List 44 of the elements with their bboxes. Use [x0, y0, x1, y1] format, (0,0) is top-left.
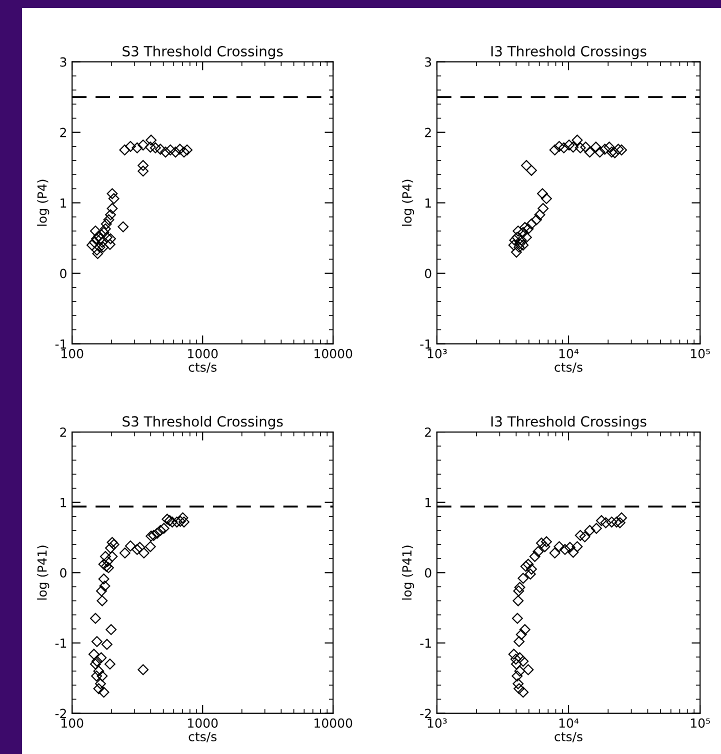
- y-tick-label: -2: [420, 708, 431, 718]
- x-tick-label: 100: [62, 718, 84, 728]
- y-tick-label: 2: [425, 128, 431, 138]
- y-axis-title: log (P41): [37, 546, 50, 600]
- chart-title: S3 Threshold Crossings: [122, 46, 283, 60]
- y-tick-label: -1: [55, 638, 66, 648]
- y-tick-label: 0: [424, 268, 432, 278]
- x-axis-title: cts/s: [188, 732, 216, 742]
- x-tick-label: 1000: [188, 348, 218, 358]
- chart-title: S3 Threshold Crossings: [122, 416, 283, 430]
- y-tick-label: 1: [60, 198, 66, 208]
- y-tick-label: 0: [424, 568, 432, 578]
- y-axis-title: log (P41): [402, 546, 414, 600]
- y-tick-label: 0: [60, 268, 66, 278]
- x-tick-label: 10000: [314, 718, 352, 728]
- y-tick-label: 2: [425, 428, 431, 437]
- y-tick-label: 3: [425, 57, 432, 67]
- y-tick-label: 0: [60, 568, 66, 578]
- x-tick-label: 10³: [428, 718, 447, 728]
- chart-title: I3 Threshold Crossings: [491, 46, 646, 60]
- y-tick-label: 2: [60, 428, 66, 437]
- x-tick-label: 100: [62, 348, 84, 358]
- y-tick-label: 2: [60, 128, 66, 138]
- x-axis-title: cts/s: [554, 362, 582, 373]
- x-tick-label: 10⁴: [559, 718, 579, 728]
- y-axis-title: log (P4): [37, 180, 50, 226]
- y-axis-title: log (P4): [402, 180, 414, 226]
- y-tick-label: 1: [425, 498, 431, 508]
- y-tick-label: -1: [420, 339, 431, 349]
- x-tick-label: 10⁴: [559, 348, 579, 358]
- y-tick-label: 1: [425, 198, 431, 208]
- y-tick-label: 3: [60, 57, 66, 67]
- y-tick-label: -1: [420, 638, 431, 648]
- x-tick-label: 1000: [188, 718, 218, 728]
- x-tick-label: 10000: [314, 348, 352, 358]
- x-tick-label: 10⁵: [691, 718, 710, 728]
- y-tick-label: -2: [55, 708, 66, 718]
- chart-title: I3 Threshold Crossings: [491, 416, 646, 430]
- x-tick-label: 10³: [428, 348, 447, 358]
- y-tick-label: 1: [60, 498, 66, 508]
- x-axis-title: cts/s: [188, 362, 216, 373]
- x-axis-title: cts/s: [554, 732, 582, 742]
- y-tick-label: -1: [55, 339, 66, 349]
- x-tick-label: 10⁵: [691, 348, 710, 358]
